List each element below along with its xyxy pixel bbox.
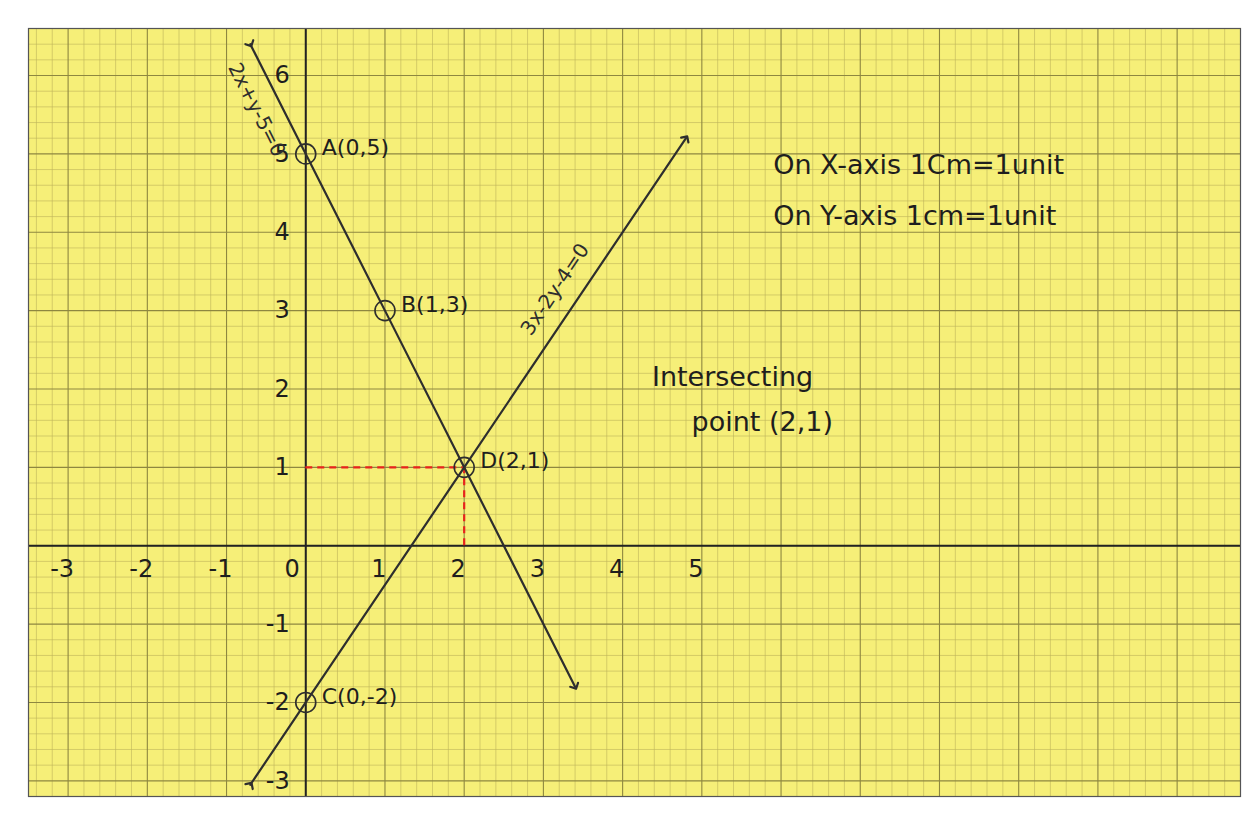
svg-text:On X-axis 1Cm=1unit: On X-axis 1Cm=1unit	[773, 149, 1064, 180]
svg-text:3x-2y-4=0: 3x-2y-4=0	[515, 239, 594, 340]
svg-text:2: 2	[274, 375, 289, 403]
svg-text:-3: -3	[266, 767, 290, 795]
svg-text:2x+y-5=0: 2x+y-5=0	[223, 59, 291, 161]
svg-text:0: 0	[284, 555, 299, 583]
svg-text:On Y-axis 1cm=1unit: On Y-axis 1cm=1unit	[773, 200, 1056, 231]
svg-text:1: 1	[371, 555, 386, 583]
svg-text:C(0,-2): C(0,-2)	[322, 683, 397, 708]
svg-text:4: 4	[274, 218, 289, 246]
svg-text:1: 1	[274, 453, 289, 481]
svg-text:5: 5	[688, 555, 703, 583]
svg-text:4: 4	[609, 555, 624, 583]
svg-text:A(0,5): A(0,5)	[322, 135, 389, 160]
svg-text:-1: -1	[266, 610, 290, 638]
svg-text:B(1,3): B(1,3)	[401, 292, 468, 317]
svg-text:D(2,1): D(2,1)	[480, 448, 549, 473]
svg-text:3: 3	[530, 555, 545, 583]
svg-text:-2: -2	[266, 688, 290, 716]
svg-text:Intersecting: Intersecting	[652, 361, 813, 392]
svg-text:-3: -3	[50, 555, 74, 583]
svg-text:2: 2	[451, 555, 466, 583]
svg-text:3: 3	[274, 296, 289, 324]
svg-text:-1: -1	[209, 555, 233, 583]
svg-text:6: 6	[274, 61, 289, 89]
svg-text:point (2,1): point (2,1)	[692, 406, 833, 437]
svg-text:-2: -2	[129, 555, 153, 583]
